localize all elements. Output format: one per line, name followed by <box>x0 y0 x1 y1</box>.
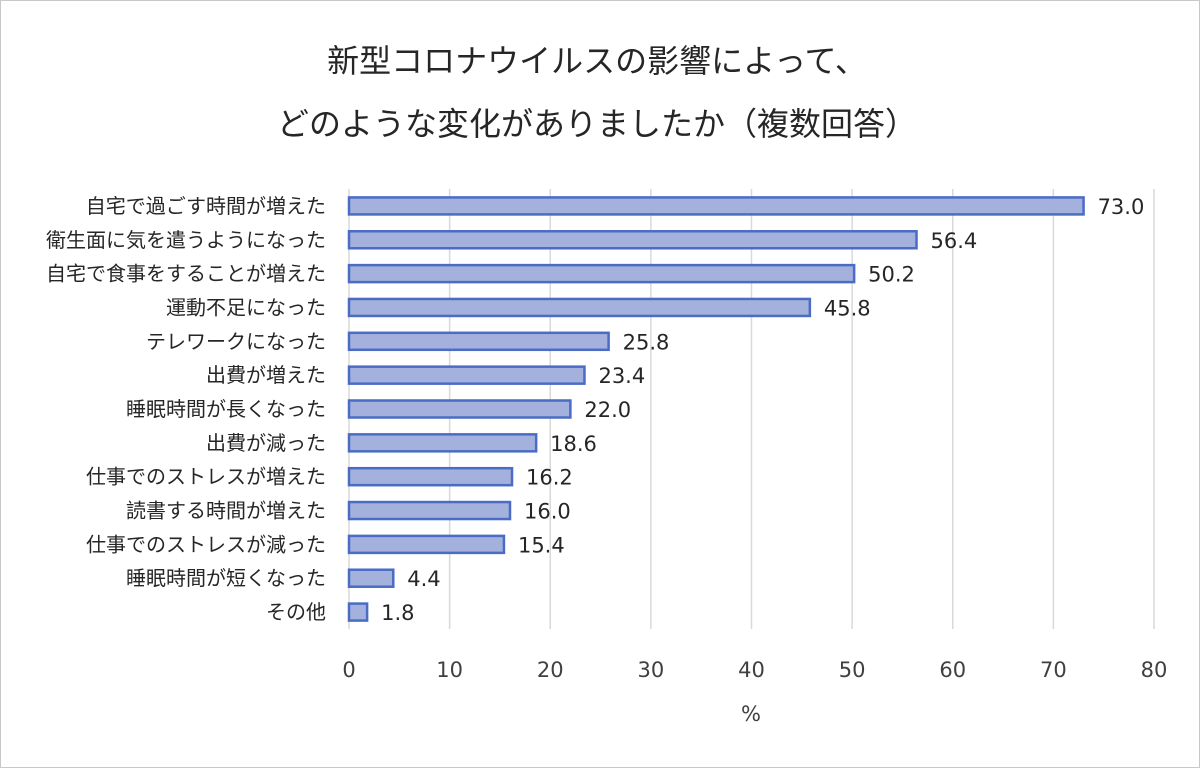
x-axis-ticks: 0 10 20 30 40 50 60 70 80 <box>342 658 1167 682</box>
category-label-9: 読書する時間が増えた <box>126 499 326 523</box>
x-tick-label-10: 10 <box>436 658 463 682</box>
bars <box>347 196 1085 622</box>
category-label-0: 自宅で過ごす時間が増えた <box>86 194 326 218</box>
bar-10 <box>347 534 506 555</box>
data-label-12: 1.8 <box>381 601 414 625</box>
category-label-8: 仕事でのストレスが増えた <box>86 465 326 489</box>
chart-title: 新型コロナウイルスの影響によって、 どのような変化がありましたか（複数回答） <box>277 42 917 143</box>
x-axis-title: % <box>741 702 761 726</box>
data-label-0: 73.0 <box>1098 195 1145 219</box>
category-label-12: その他 <box>266 600 326 624</box>
data-label-8: 16.2 <box>526 466 573 490</box>
category-label-3: 運動不足になった <box>166 295 326 319</box>
category-label-4: テレワークになった <box>146 329 326 353</box>
bar-7 <box>347 433 538 453</box>
data-label-2: 50.2 <box>868 263 915 287</box>
bar-9 <box>347 500 512 521</box>
bar-11 <box>347 568 395 588</box>
x-tick-label-80: 80 <box>1141 658 1168 682</box>
category-label-11: 睡眠時間が短くなった <box>126 566 326 590</box>
data-label-6: 22.0 <box>584 398 631 422</box>
data-label-7: 18.6 <box>550 432 597 456</box>
data-label-11: 4.4 <box>407 567 440 591</box>
category-label-10: 仕事でのストレスが減った <box>86 532 326 556</box>
x-tick-label-70: 70 <box>1040 658 1067 682</box>
category-label-1: 衛生面に気を遣うようになった <box>46 228 326 252</box>
data-label-5: 23.4 <box>598 364 645 388</box>
x-tick-label-0: 0 <box>342 658 355 682</box>
category-label-5: 出費が増えた <box>206 363 326 387</box>
bar-4 <box>347 331 610 352</box>
x-tick-label-20: 20 <box>537 658 564 682</box>
bar-8 <box>347 466 514 487</box>
category-labels: 自宅で過ごす時間が増えた衛生面に気を遣うようになった自宅で食事をすることが増えた… <box>46 194 326 624</box>
chart-title-line-1: 新型コロナウイルスの影響によって、 <box>327 42 867 80</box>
data-labels: 73.0 56.4 50.2 45.8 25.8 23.4 22.0 18.6 16.2 16.0… <box>381 195 1144 625</box>
bar-5 <box>347 365 586 385</box>
gridlines <box>348 189 1155 629</box>
bar-3 <box>347 297 812 318</box>
bar-12 <box>347 602 369 622</box>
x-tick-label-50: 50 <box>839 658 866 682</box>
data-label-3: 45.8 <box>824 296 871 320</box>
bar-1 <box>347 230 918 250</box>
category-label-7: 出費が減った <box>206 431 326 455</box>
data-label-4: 25.8 <box>623 330 670 354</box>
data-label-1: 56.4 <box>931 229 978 253</box>
data-label-9: 16.0 <box>524 500 571 524</box>
x-tick-label-60: 60 <box>939 658 966 682</box>
bar-2 <box>347 263 856 284</box>
chart-title-line-2: どのような変化がありましたか（複数回答） <box>277 105 917 143</box>
bar-6 <box>347 399 572 419</box>
x-tick-label-40: 40 <box>738 658 765 682</box>
x-tick-label-30: 30 <box>638 658 665 682</box>
category-label-2: 自宅で食事をすることが増えた <box>46 262 326 286</box>
category-label-6: 睡眠時間が長くなった <box>126 397 326 421</box>
bar-0 <box>347 196 1085 216</box>
data-label-10: 15.4 <box>518 533 565 557</box>
